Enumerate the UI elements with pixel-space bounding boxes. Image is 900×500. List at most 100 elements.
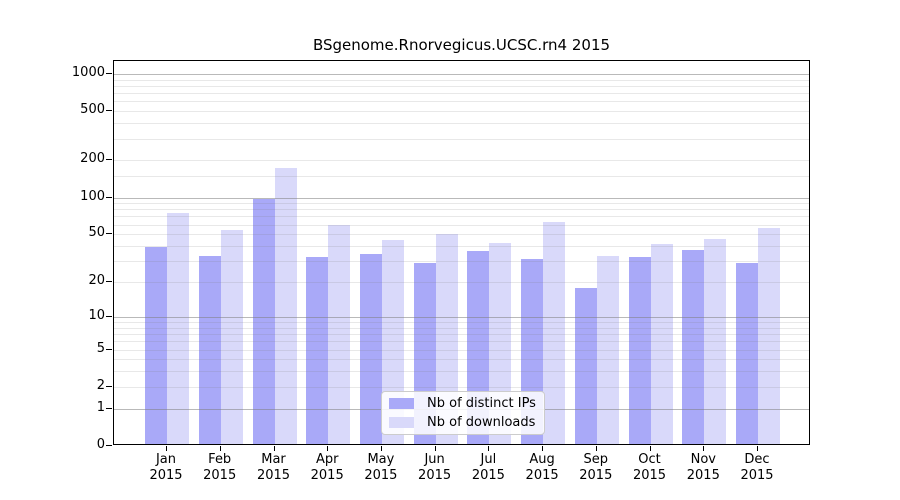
gridline-minor — [114, 349, 809, 351]
gridline-major — [114, 73, 809, 75]
bar-distinct-ips-may — [359, 254, 382, 444]
gridline-minor — [114, 138, 809, 140]
bar-distinct-ips-oct — [628, 257, 651, 444]
x-tick-mark — [327, 446, 329, 451]
x-tick-mark — [703, 446, 705, 451]
bar-downloads-jan — [167, 212, 189, 444]
x-tick-mark — [166, 446, 167, 451]
gridline-minor — [114, 123, 809, 125]
y-tick-label: 10 — [88, 307, 105, 323]
bar-distinct-ips-mar — [252, 198, 275, 444]
bar-downloads-aug — [543, 221, 566, 444]
legend-label-downloads: Nb of downloads — [427, 415, 536, 430]
gridline-minor — [114, 282, 809, 283]
bar-downloads-mar — [274, 168, 297, 444]
y-tick-mark — [106, 281, 112, 282]
gridline-minor — [114, 160, 809, 162]
gridline-minor — [114, 93, 809, 95]
y-tick-label: 20 — [88, 273, 105, 288]
gridline-minor — [114, 101, 809, 103]
y-tick-mark — [106, 233, 112, 235]
y-tick-mark — [106, 407, 112, 409]
bar-distinct-ips-dec — [736, 262, 758, 444]
x-tick-mark — [649, 446, 651, 451]
x-tick-label-mar: Mar 2015 — [256, 452, 291, 483]
gridline-minor — [114, 203, 809, 205]
bar-distinct-ips-nov — [682, 249, 705, 444]
x-tick-label-jul: Jul 2015 — [471, 452, 505, 483]
x-tick-mark — [542, 446, 544, 451]
gridline-minor — [114, 261, 809, 263]
y-tick-mark — [106, 445, 112, 446]
x-tick-label-jun: Jun 2015 — [418, 452, 452, 483]
chart-title: BSgenome.Rnorvegicus.UCSC.rn4 2015 — [312, 36, 611, 54]
bar-downloads-sep — [596, 255, 619, 444]
legend-swatch-distinct-ips — [389, 398, 414, 409]
legend: Nb of distinct IPs Nb of downloads — [381, 391, 545, 435]
bar-distinct-ips-jan — [145, 246, 167, 444]
x-tick-mark — [219, 446, 221, 451]
gridline-minor — [114, 216, 809, 218]
bar-distinct-ips-feb — [198, 255, 221, 444]
y-tick-label: 5 — [96, 340, 105, 356]
y-tick-mark — [106, 110, 112, 112]
x-tick-mark — [595, 446, 597, 451]
y-tick-label: 200 — [80, 151, 105, 167]
y-tick-label: 1000 — [71, 64, 105, 80]
y-tick-mark — [106, 315, 112, 317]
y-tick-label: 0 — [96, 437, 105, 452]
x-tick-label-aug: Aug 2015 — [525, 452, 559, 483]
y-tick-label: 1 — [96, 399, 105, 415]
legend-label-distinct-ips: Nb of distinct IPs — [427, 396, 536, 411]
y-tick-label: 100 — [80, 188, 105, 204]
gridline-minor — [114, 209, 809, 211]
x-tick-mark — [488, 446, 490, 451]
y-tick-mark — [106, 348, 112, 350]
gridline-minor — [114, 327, 809, 329]
gridline-minor — [114, 334, 809, 335]
y-tick-label: 50 — [88, 225, 105, 241]
gridline-minor — [114, 341, 809, 343]
y-tick-label: 2 — [96, 377, 105, 393]
gridline-minor — [114, 175, 809, 177]
bar-distinct-ips-apr — [306, 257, 329, 444]
y-tick-mark — [106, 72, 112, 74]
gridline-minor — [114, 111, 809, 113]
x-tick-label-nov: Nov 2015 — [686, 452, 720, 483]
gridline-minor — [114, 224, 809, 226]
gridline-minor — [114, 359, 809, 361]
x-tick-mark — [273, 446, 275, 451]
x-tick-label-sep: Sep 2015 — [579, 452, 613, 483]
gridline-minor — [114, 246, 809, 247]
legend-item-distinct-ips: Nb of distinct IPs — [389, 396, 544, 411]
gridline-minor — [114, 234, 809, 236]
gridline-minor — [114, 79, 809, 81]
gridline-major — [114, 197, 809, 199]
legend-swatch-downloads — [389, 417, 414, 428]
x-tick-label-feb: Feb 2015 — [203, 452, 237, 483]
x-tick-label-dec: Dec 2015 — [740, 452, 774, 483]
bar-downloads-feb — [220, 230, 243, 444]
bar-downloads-dec — [758, 228, 780, 444]
bar-downloads-apr — [328, 225, 351, 444]
plot-area: Nb of distinct IPs Nb of downloads — [113, 60, 810, 445]
x-tick-label-may: May 2015 — [364, 452, 398, 483]
x-tick-label-oct: Oct 2015 — [632, 452, 667, 483]
gridline-minor — [114, 322, 809, 323]
gridline-minor — [114, 386, 809, 388]
y-tick-mark — [106, 159, 112, 161]
y-tick-mark — [106, 385, 112, 387]
y-tick-mark — [106, 196, 112, 198]
x-tick-mark — [434, 446, 436, 451]
bar-downloads-nov — [704, 239, 727, 444]
y-tick-label: 500 — [80, 102, 105, 118]
gridline-minor — [114, 85, 809, 87]
x-tick-label-jan: Jan 2015 — [149, 452, 183, 483]
x-tick-mark — [380, 446, 382, 451]
bar-distinct-ips-sep — [574, 288, 597, 444]
x-tick-label-apr: Apr 2015 — [310, 452, 344, 483]
x-tick-mark — [757, 446, 758, 451]
bar-downloads-oct — [650, 244, 673, 444]
gridline-major — [114, 316, 809, 318]
